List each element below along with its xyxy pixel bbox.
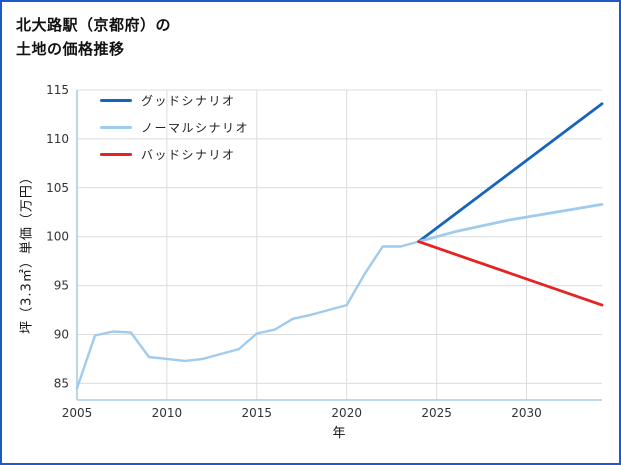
y-tick-label: 95 [54,279,69,293]
y-tick-label: 100 [46,230,69,244]
good-scenario-line-swatch [100,98,132,102]
x-tick-label: 2030 [511,406,542,420]
bad-scenario-line-swatch [100,152,132,156]
x-tick-label: 2005 [62,406,93,420]
good-scenario-label: グッドシナリオ [141,93,236,108]
y-tick-label: 110 [46,132,69,146]
legend-item-normal-scenario: ノーマルシナリオ [100,119,249,135]
x-tick-label: 2010 [152,406,183,420]
x-tick-label: 2015 [242,406,273,420]
series-history-line [75,240,420,390]
legend-item-bad-scenario: バッドシナリオ [100,146,249,162]
series-good-scenario-line [417,102,604,244]
y-tick-label: 115 [46,83,69,97]
series-bad-scenario-line [417,240,604,307]
chart-title: 北大路駅（京都府）の 土地の価格推移 [16,13,171,61]
y-tick-label: 85 [54,376,69,390]
y-tick-label: 105 [46,181,69,195]
y-axis-title: 坪（3.3㎡）単価（万円） [19,170,35,334]
bad-scenario-label: バッドシナリオ [141,147,236,162]
x-tick-label: 2025 [421,406,452,420]
chart-title-line1: 北大路駅（京都府）の [16,16,172,34]
normal-scenario-label: ノーマルシナリオ [141,120,250,135]
x-tick-label: 2020 [331,406,362,420]
chart-title-line2: 土地の価格推移 [16,40,125,58]
legend: グッドシナリオ ノーマルシナリオ バッドシナリオ [100,92,249,162]
y-tick-label: 90 [54,328,69,342]
legend-item-good-scenario: グッドシナリオ [100,92,249,108]
normal-scenario-line-swatch [100,125,132,129]
series-normal-scenario-line [417,202,604,244]
x-axis-title: 年 [332,426,346,441]
